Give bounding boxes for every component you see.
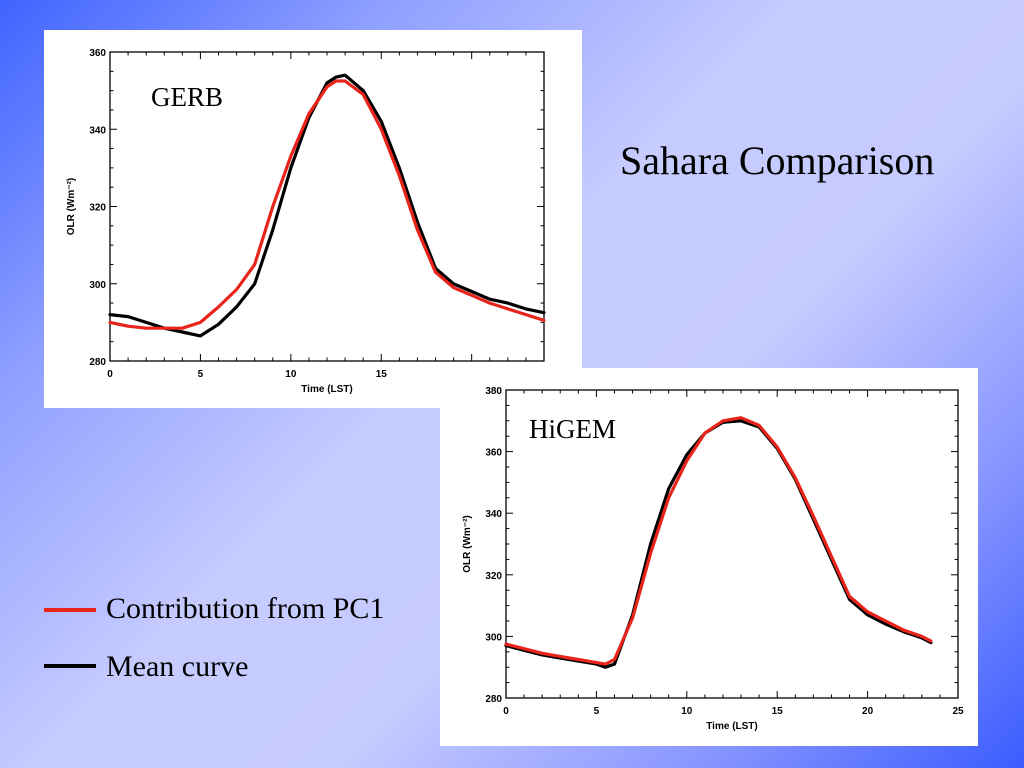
legend-swatch-pc1 — [44, 608, 96, 612]
higem-xtick-label: 25 — [952, 706, 964, 717]
gerb-chart-panel: 0 5 10 15 280 300 320 340 360 Time (LST) OLR (Wm⁻²… — [44, 30, 582, 408]
gerb-series-line-1 — [108, 79, 546, 330]
higem-ylabel: OLR (Wm⁻²) — [462, 515, 473, 573]
higem-xtick-label: 5 — [594, 706, 600, 717]
higem-chart: 0 5 10 15 20 25 280 300 320 340 360 380 Time (LST) OL… — [462, 386, 964, 732]
higem-ytick-label: 320 — [485, 571, 502, 582]
higem-series-line-0 — [504, 419, 933, 669]
gerb-xlabel: Time (LST) — [301, 384, 352, 395]
higem-xtick-label: 10 — [681, 706, 693, 717]
higem-ytick-label: 280 — [485, 694, 502, 705]
higem-xlabel: Time (LST) — [706, 721, 757, 732]
higem-ytick-label: 340 — [485, 509, 502, 520]
higem-series-line-1 — [504, 416, 933, 666]
gerb-ytick-label: 340 — [89, 125, 106, 136]
higem-xtick-label: 20 — [862, 706, 874, 717]
gerb-xtick-label: 0 — [107, 369, 113, 380]
higem-xtick-label: 0 — [503, 706, 509, 717]
higem-ytick-label: 360 — [485, 448, 502, 459]
gerb-xtick-label: 5 — [198, 369, 204, 380]
gerb-xtick-label: 15 — [376, 369, 388, 380]
higem-ytick-label: 300 — [485, 632, 502, 643]
higem-chart-title: HiGEM — [529, 414, 616, 444]
gerb-ylabel: OLR (Wm⁻²) — [66, 178, 77, 236]
higem-ytick-label: 380 — [485, 386, 502, 397]
higem-xtick-label: 15 — [772, 706, 784, 717]
slide-title: Sahara Comparison — [620, 138, 935, 183]
gerb-series-line-0 — [108, 73, 546, 338]
gerb-ytick-label: 360 — [89, 48, 106, 59]
gerb-ytick-label: 300 — [89, 280, 106, 291]
gerb-chart: 0 5 10 15 280 300 320 340 360 Time (LST) OLR (Wm⁻²… — [66, 48, 546, 395]
legend-swatch-mean — [44, 664, 96, 668]
gerb-xtick-label: 10 — [285, 369, 297, 380]
legend-label-pc1: Contribution from PC1 — [106, 592, 385, 625]
gerb-ytick-label: 280 — [89, 357, 106, 368]
gerb-chart-title: GERB — [151, 82, 224, 112]
higem-chart-panel: 0 5 10 15 20 25 280 300 320 340 360 380 Time (LST) OL… — [440, 368, 978, 746]
legend-label-mean: Mean curve — [106, 650, 249, 683]
gerb-ytick-label: 320 — [89, 203, 106, 214]
